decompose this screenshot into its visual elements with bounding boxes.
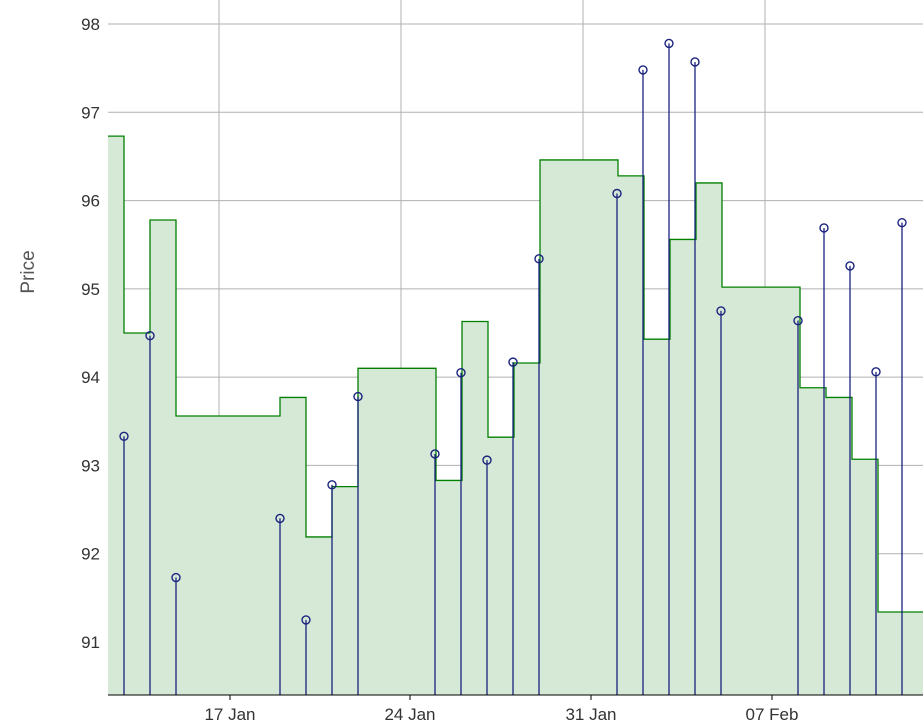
y-tick-label: 92 — [81, 545, 100, 564]
y-tick-label: 94 — [81, 368, 100, 387]
x-axis-ticks: 17 Jan 24 Jan 31 Jan 07 Feb — [204, 695, 798, 724]
y-tick-label: 97 — [81, 103, 100, 122]
y-tick-label: 95 — [81, 280, 100, 299]
y-tick-label: 96 — [81, 192, 100, 211]
step-area-series — [108, 136, 923, 695]
x-tick-label: 24 Jan — [384, 705, 435, 724]
y-tick-label: 98 — [81, 15, 100, 34]
y-axis-ticks: 91 92 93 94 95 96 97 98 — [81, 15, 100, 652]
x-tick-label: 31 Jan — [565, 705, 616, 724]
y-tick-label: 91 — [81, 633, 100, 652]
x-tick-label: 17 Jan — [204, 705, 255, 724]
x-tick-label: 07 Feb — [746, 705, 799, 724]
y-axis-label: Price — [18, 250, 39, 293]
y-tick-label: 93 — [81, 456, 100, 475]
